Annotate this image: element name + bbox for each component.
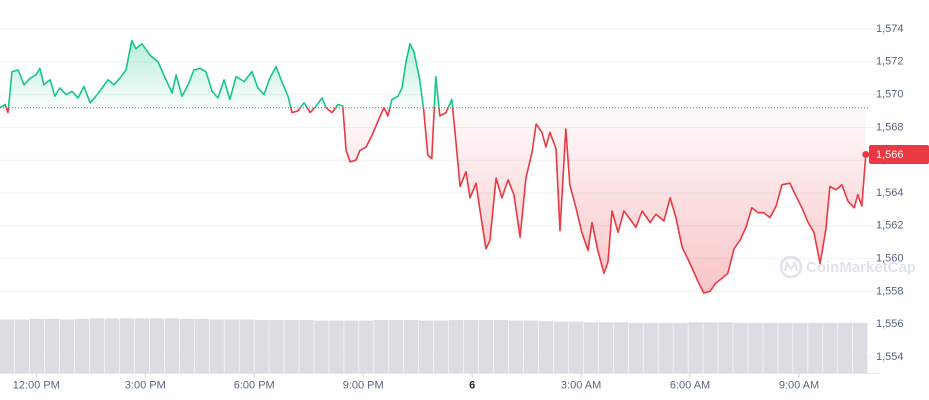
volume-bar <box>478 320 494 374</box>
last-point <box>862 150 870 158</box>
volume-bar <box>359 320 374 374</box>
volume-bar <box>164 318 179 374</box>
y-tick-label: 1,556 <box>876 318 904 330</box>
volume-bar <box>523 320 539 374</box>
volume-bar <box>793 322 808 374</box>
y-tick-label: 1,560 <box>876 253 904 265</box>
volume-bar <box>748 322 763 374</box>
volume-bar <box>179 318 194 374</box>
volume-bar <box>239 319 254 374</box>
watermark-text: CoinMarketCap <box>806 259 916 276</box>
volume-bar <box>688 322 703 374</box>
area-down <box>6 107 866 293</box>
x-tick-label: 6:00 AM <box>670 379 710 391</box>
volume-bar <box>344 320 359 374</box>
volume-bar <box>703 322 718 374</box>
volume-bar <box>194 318 209 374</box>
y-tick-label: 1,558 <box>876 285 904 297</box>
volume-bar <box>419 320 434 374</box>
volume-bar <box>448 320 464 374</box>
volume-bar <box>673 322 688 374</box>
watermark: CoinMarketCap <box>779 255 916 279</box>
price-line-down <box>0 107 867 294</box>
x-tick-label: 9:00 AM <box>779 379 819 391</box>
volume-bar <box>658 322 673 374</box>
volume-bar <box>254 320 269 374</box>
volume-bar <box>14 319 30 374</box>
plot <box>0 39 868 294</box>
volume-bar <box>149 318 165 374</box>
volume-bar <box>823 322 838 374</box>
volume-bar <box>74 318 90 374</box>
volume-bar <box>628 322 643 374</box>
x-tick-label: 6:00 PM <box>234 379 275 391</box>
volume-bar <box>508 320 524 374</box>
volume-bar <box>29 318 45 374</box>
volume-bar <box>134 318 150 374</box>
y-tick-label: 1,572 <box>876 56 904 68</box>
volume-bar <box>613 322 628 374</box>
volume-bar <box>119 318 135 374</box>
volume-bar <box>568 321 584 374</box>
volume-bar <box>463 320 479 374</box>
area-up <box>0 40 866 108</box>
price-badge-label: 1,566 <box>876 149 904 161</box>
x-tick-label: 12:00 PM <box>13 379 60 391</box>
volume-bar <box>374 320 389 374</box>
volume-bar <box>493 320 509 374</box>
volume-bar <box>404 320 419 374</box>
x-tick-label: 3:00 PM <box>125 379 166 391</box>
volume-bar <box>583 322 599 374</box>
volume-bar <box>538 321 554 374</box>
y-tick-label: 1,570 <box>876 89 904 101</box>
volume-bar <box>89 318 105 374</box>
y-tick-label: 1,574 <box>876 23 904 35</box>
volume-bar <box>59 319 75 374</box>
volume-bar <box>44 318 60 374</box>
volume-bar <box>598 322 613 374</box>
volume-bar <box>838 322 853 374</box>
volume-bar <box>553 321 569 374</box>
volume-bar <box>763 322 778 374</box>
volume-bar <box>284 320 299 374</box>
volume-bar <box>389 320 404 374</box>
x-tick-label: 6 <box>469 379 475 391</box>
volume-bar <box>718 322 733 374</box>
volume-bar <box>643 322 658 374</box>
price-badge <box>869 144 929 164</box>
volume-bar <box>733 322 748 374</box>
volume-bar <box>778 322 793 374</box>
volume-bar <box>209 319 224 374</box>
volume-bar <box>314 320 329 374</box>
y-tick-label: 1,554 <box>876 351 904 363</box>
volume-bar <box>808 322 823 374</box>
x-tick-label: 9:00 PM <box>343 379 384 391</box>
volume-bar <box>224 319 239 374</box>
y-tick-label: 1,568 <box>876 121 904 133</box>
volume-bar <box>104 318 120 374</box>
price-line-up <box>0 39 454 108</box>
volume <box>0 318 868 374</box>
volume-bar <box>299 320 314 374</box>
volume-bar <box>853 322 868 374</box>
volume-bar <box>434 320 449 374</box>
volume-bar <box>0 319 15 374</box>
volume-bar <box>269 320 284 374</box>
volume-bar <box>329 320 344 374</box>
y-tick-label: 1,562 <box>876 220 904 232</box>
x-tick-label: 3:00 AM <box>561 379 601 391</box>
y-tick-label: 1,564 <box>876 187 904 199</box>
